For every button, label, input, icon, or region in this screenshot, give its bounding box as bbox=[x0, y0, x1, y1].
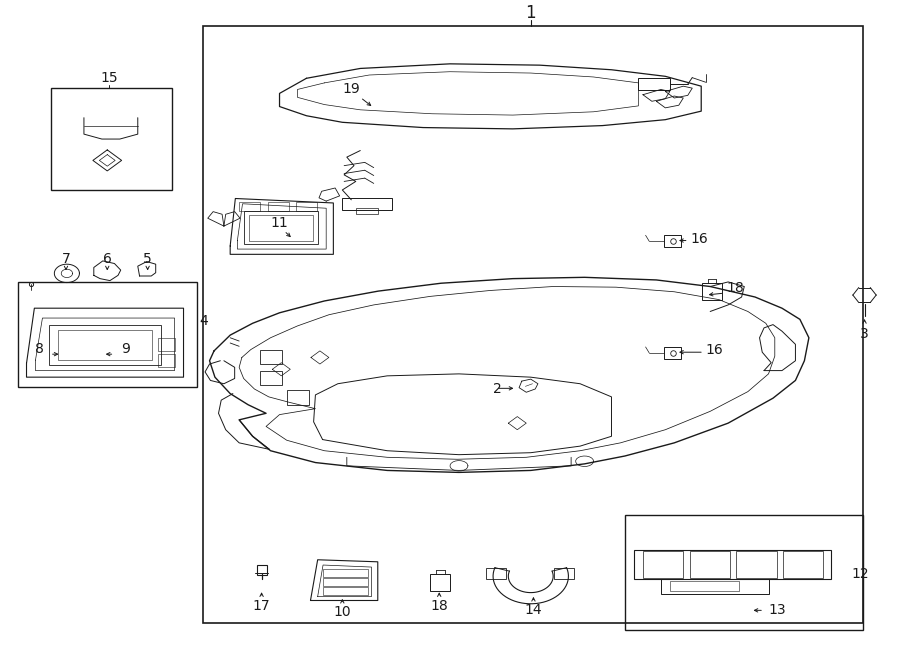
Bar bbox=[49, 325, 161, 366]
Bar bbox=[260, 350, 283, 364]
Bar bbox=[430, 574, 450, 591]
Text: 14: 14 bbox=[525, 603, 543, 617]
Bar bbox=[260, 371, 283, 385]
Bar bbox=[486, 568, 506, 580]
Bar bbox=[736, 551, 777, 578]
Text: 10: 10 bbox=[334, 605, 351, 619]
Bar bbox=[323, 588, 368, 596]
Bar bbox=[342, 198, 392, 210]
Bar bbox=[203, 26, 863, 623]
Text: 5: 5 bbox=[143, 252, 152, 266]
Bar bbox=[634, 550, 832, 579]
Text: 11: 11 bbox=[271, 215, 288, 230]
Text: 8: 8 bbox=[34, 342, 43, 356]
Text: 1: 1 bbox=[526, 3, 536, 22]
Text: 13: 13 bbox=[769, 603, 787, 617]
Bar bbox=[554, 568, 573, 580]
Bar bbox=[783, 551, 824, 578]
Bar bbox=[249, 215, 312, 241]
Bar bbox=[661, 579, 770, 594]
Text: 18: 18 bbox=[430, 599, 448, 613]
Bar bbox=[323, 569, 368, 577]
Bar bbox=[267, 202, 289, 211]
Text: 6: 6 bbox=[103, 252, 112, 266]
Bar bbox=[158, 354, 175, 368]
Text: 7: 7 bbox=[61, 252, 70, 266]
Bar bbox=[702, 283, 722, 299]
Text: 9: 9 bbox=[121, 342, 130, 356]
Text: 16: 16 bbox=[690, 232, 708, 247]
Text: 4: 4 bbox=[199, 315, 208, 329]
Bar bbox=[323, 578, 368, 586]
Text: 18: 18 bbox=[726, 282, 744, 295]
Text: 17: 17 bbox=[253, 599, 270, 613]
Bar bbox=[50, 88, 172, 190]
Bar bbox=[663, 235, 681, 247]
Bar bbox=[689, 551, 730, 578]
Bar bbox=[638, 78, 670, 90]
Text: 15: 15 bbox=[100, 71, 118, 85]
Bar bbox=[244, 211, 318, 245]
Text: 16: 16 bbox=[706, 342, 724, 356]
Bar bbox=[663, 347, 681, 359]
Bar bbox=[58, 330, 152, 360]
Text: 19: 19 bbox=[342, 83, 360, 97]
Text: 3: 3 bbox=[860, 327, 868, 342]
Text: 12: 12 bbox=[851, 567, 869, 581]
Bar bbox=[643, 551, 683, 578]
Bar bbox=[296, 202, 318, 211]
Text: 2: 2 bbox=[493, 382, 502, 396]
Bar bbox=[17, 282, 197, 387]
Bar bbox=[670, 581, 739, 591]
Bar bbox=[287, 390, 309, 405]
Bar bbox=[356, 208, 378, 214]
Bar bbox=[239, 202, 260, 211]
Bar bbox=[625, 515, 863, 630]
Bar bbox=[158, 338, 175, 351]
